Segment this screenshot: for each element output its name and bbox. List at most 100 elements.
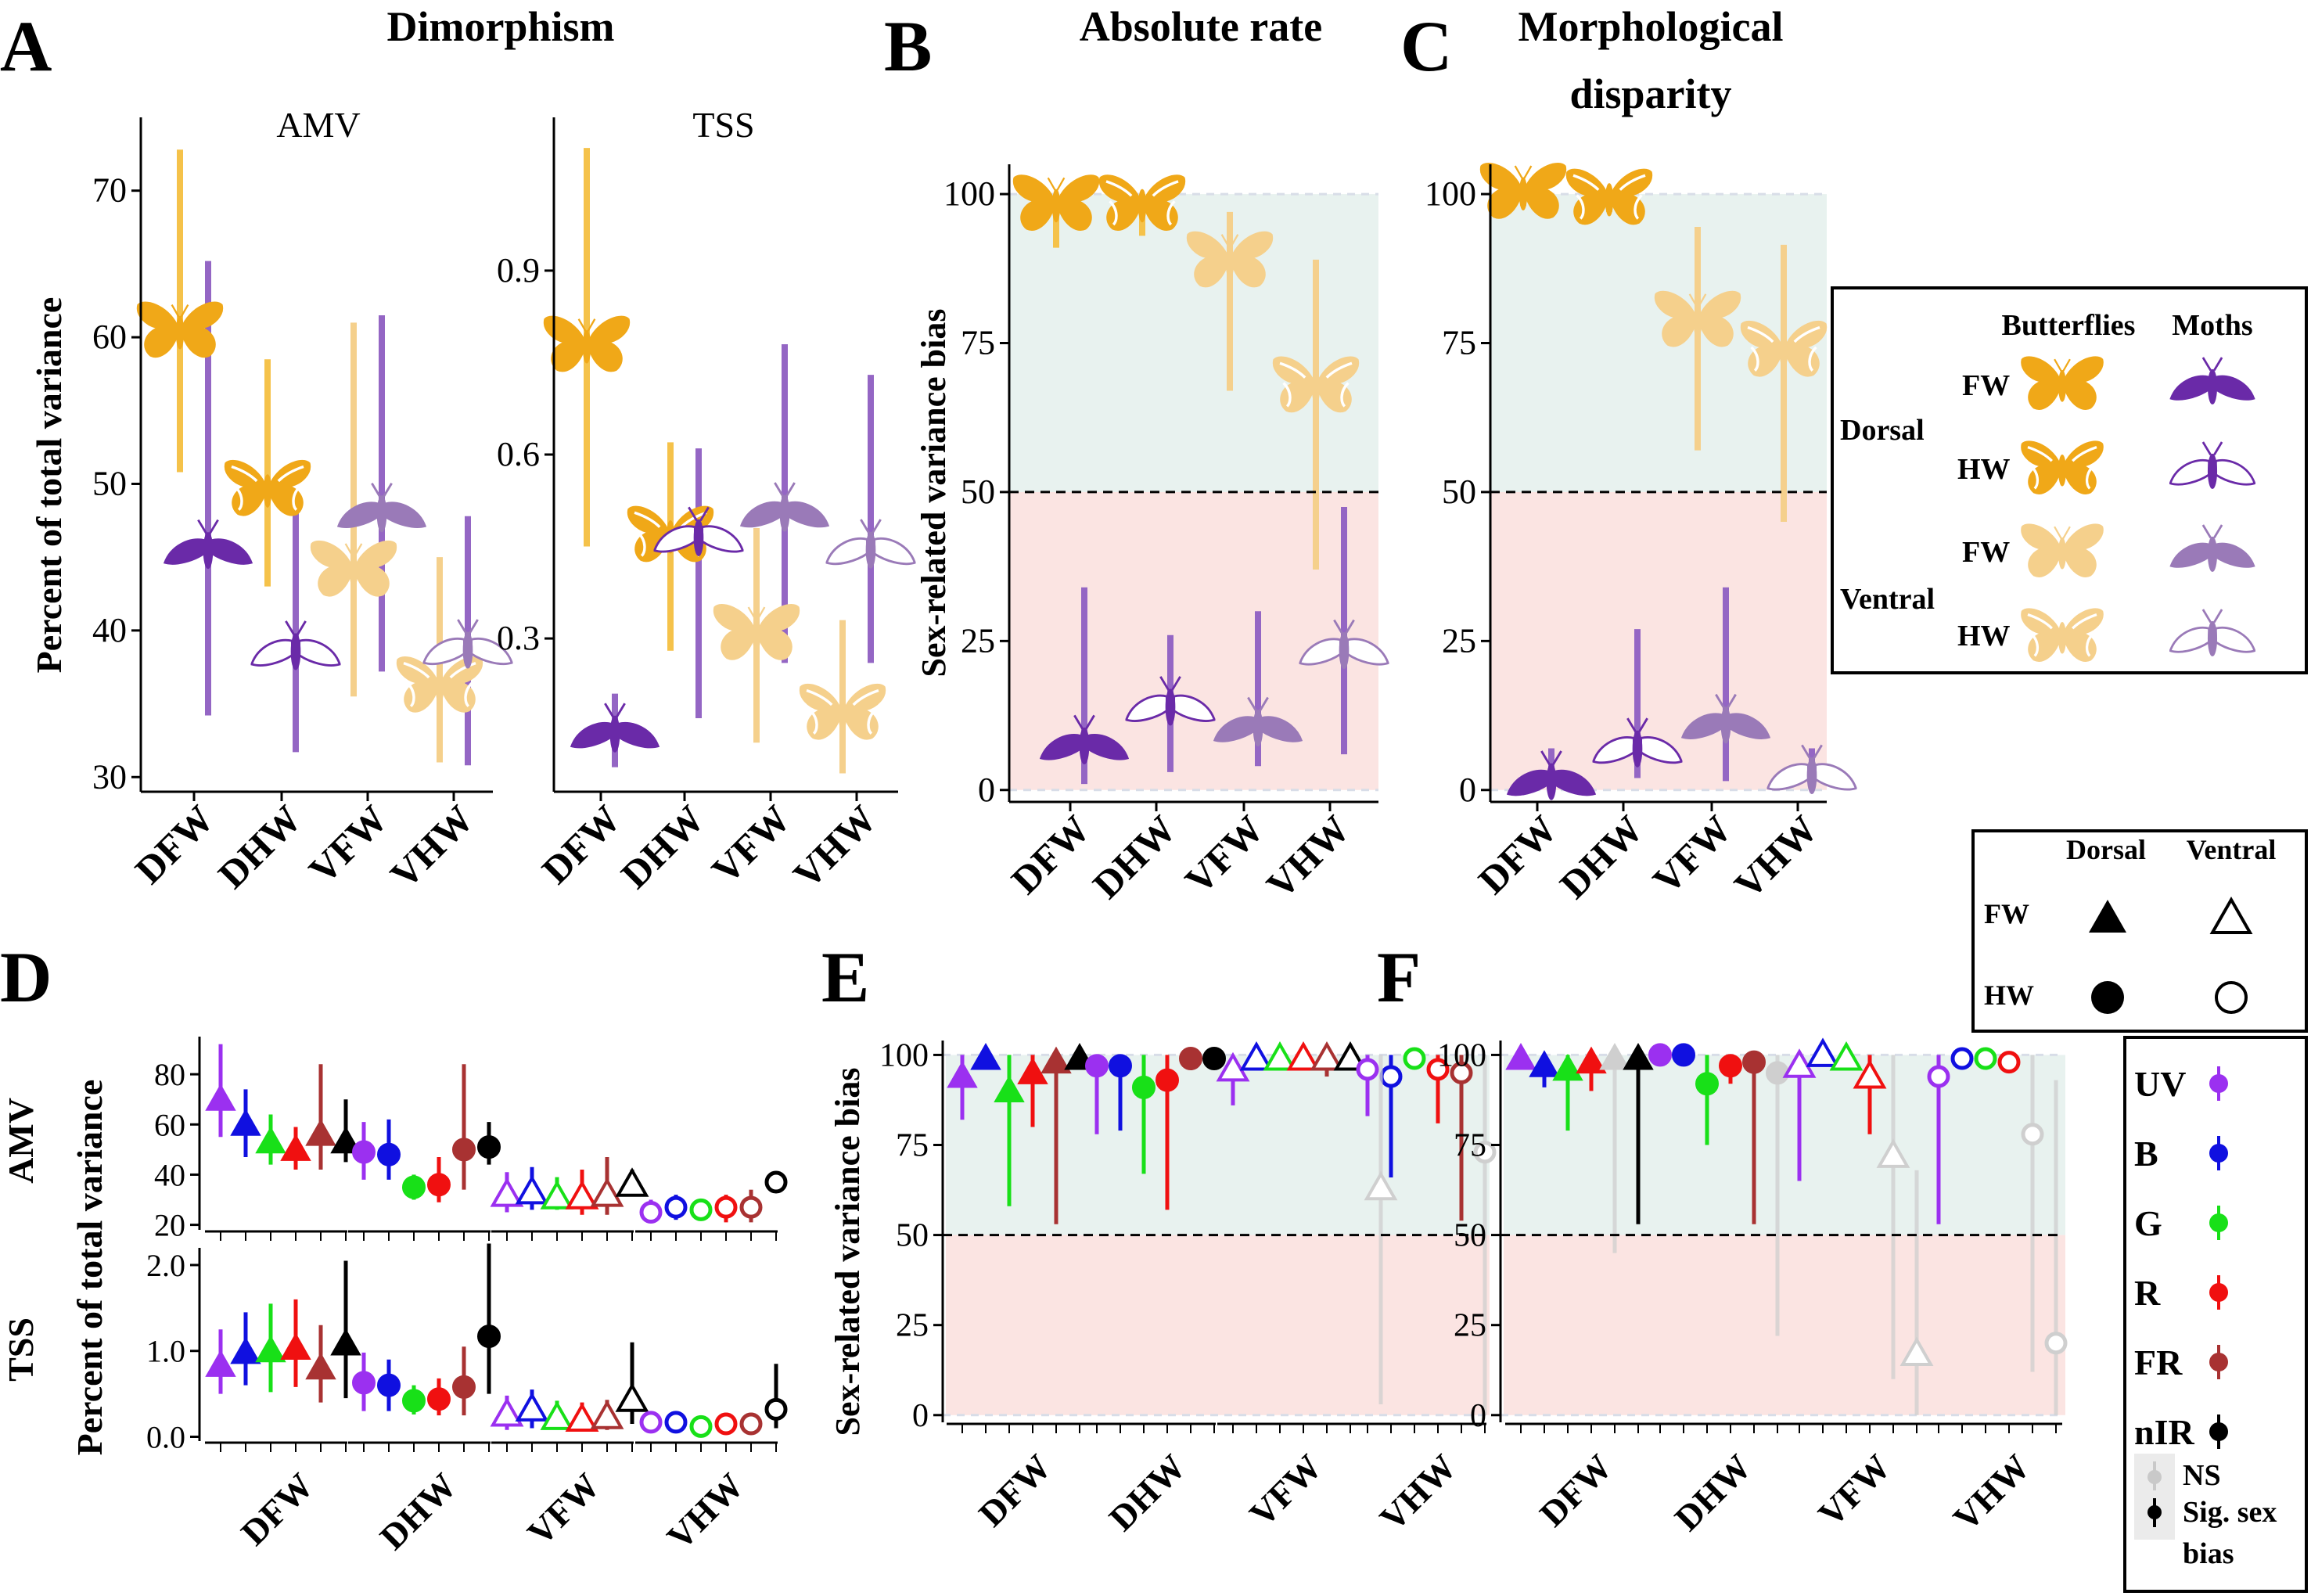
panel-title-b: Absolute rate — [1080, 3, 1322, 50]
legend-band-label-fr: FR — [2134, 1343, 2183, 1382]
panel-E-point-vhw-0 — [1356, 1058, 1379, 1081]
panel-E-point-dfw-4 — [1040, 1046, 1072, 1074]
panel-D-point-vfw-3 — [565, 1402, 599, 1432]
panel-D-point-dfw-0 — [205, 1350, 236, 1377]
panel-E-point-dhw-1 — [1109, 1054, 1132, 1078]
panel-E-y-tick-label: 75 — [896, 1128, 929, 1164]
legend-shape-ventral: Ventral — [2187, 834, 2277, 865]
panel-b-ylabel: Sex-related variance bias — [915, 309, 953, 678]
panel-F-point-dfw-1 — [1529, 1050, 1560, 1077]
panel-D-y-tick-label: 0.0 — [146, 1420, 185, 1455]
panel-D-point-vhw-0 — [639, 1411, 663, 1434]
panel-d-amv-subtitle: AMV — [1, 1098, 41, 1184]
panel-F-point-vfw-2 — [1829, 1041, 1864, 1071]
panel-F-point-dfw-3 — [1576, 1046, 1607, 1074]
legend-band-dot-icon-r — [2209, 1283, 2228, 1302]
panel-C-butterfly-icon-dhw — [1565, 167, 1654, 226]
panel-e-ylabel: Sex-related variance bias — [828, 1068, 867, 1436]
panel-D-point-dfw-2 — [255, 1126, 286, 1154]
panel-D-point-dfw-2 — [255, 1335, 286, 1363]
panel-D-point-dhw-1 — [377, 1373, 401, 1397]
panel-D-y-tick-label: 40 — [154, 1157, 185, 1192]
panel-B-x-label-vfw: VFW — [1177, 807, 1272, 902]
panel-A-x-label-vfw: VFW — [300, 796, 396, 892]
panel-D-point-vfw-5 — [615, 1167, 649, 1197]
legend-top-dorsal-fw: FW — [1962, 369, 2010, 402]
panel-E-extra-ns-point-0 — [1364, 1170, 1398, 1201]
panel-D-point-vhw-2 — [689, 1198, 713, 1221]
panel-D-point-dfw-5 — [330, 1126, 361, 1154]
panel-F-y-tick-label: 100 — [1437, 1037, 1486, 1073]
panel-D-y-tick-label: 60 — [154, 1107, 185, 1142]
panel-d-tss-subtitle: TSS — [1, 1317, 41, 1382]
panel-F-point-dfw-0 — [1505, 1043, 1536, 1070]
legend-shape-hw: HW — [1984, 980, 2034, 1011]
panel-F-point-vhw-4 — [2021, 1123, 2044, 1146]
panel-E-y-tick-label: 100 — [879, 1037, 929, 1073]
panel-E-point-vfw-4 — [1310, 1041, 1344, 1071]
panel-D-point-vfw-5 — [615, 1382, 649, 1412]
panel-B-butterfly-icon-dhw — [1098, 174, 1187, 232]
panel-F-x-label-vfw: VFW — [1810, 1447, 1898, 1534]
panel-B-y2-tick-label: 50 — [961, 473, 995, 511]
legend-ns-dot-icon — [2147, 1470, 2162, 1484]
panel-F-point-dhw-0 — [1648, 1043, 1672, 1067]
panel-E-y-tick-label: 25 — [896, 1308, 929, 1344]
panel-D-point-vhw-4 — [739, 1195, 763, 1219]
panel-F-point-dfw-2 — [1552, 1053, 1583, 1081]
legend-band-dot-icon-fr — [2209, 1353, 2228, 1371]
panel-title-a: Dimorphism — [386, 3, 614, 50]
panel-D-x-label-vfw: VFW — [519, 1465, 607, 1553]
panel-E-point-dhw-0 — [1085, 1054, 1109, 1078]
panel-A-y0-tick-label: 30 — [92, 757, 127, 796]
legend-shape-dorsal: Dorsal — [2066, 834, 2146, 865]
panel-D-point-dfw-4 — [305, 1352, 336, 1380]
legend-wing-type: Butterflies Moths Dorsal Ventral FW HW F… — [1831, 286, 2308, 674]
panel-E-point-vfw-0 — [1216, 1051, 1250, 1082]
panel-D-point-dfw-5 — [330, 1328, 361, 1356]
panel-E-point-vfw-5 — [1333, 1041, 1368, 1071]
panel-C-y3-tick-label: 0 — [1459, 771, 1476, 809]
panel-E-point-vhw-5 — [1473, 1141, 1497, 1164]
panel-F-point-dhw-1 — [1672, 1043, 1695, 1067]
panel-d-ylabel: Percent of total variance — [70, 1080, 110, 1456]
panel-B-y2-tick-label: 75 — [961, 324, 995, 362]
panel-E-point-dhw-3 — [1156, 1068, 1179, 1092]
panel-D-point-dhw-0 — [352, 1371, 376, 1395]
panel-D-point-dfw-1 — [230, 1336, 261, 1364]
panel-A-x-label-dfw: DFW — [127, 796, 222, 892]
panel-B-y2-tick-label: 25 — [961, 621, 995, 660]
panel-E-point-vfw-2 — [1263, 1041, 1297, 1071]
legend-top-ventral-hw: HW — [1957, 620, 2011, 652]
legend-band-dot-icon-nir — [2209, 1422, 2228, 1441]
panel-E-point-dfw-0 — [947, 1061, 978, 1088]
panel-D-point-dhw-3 — [427, 1173, 451, 1197]
panel-A-y0-tick-label: 70 — [92, 171, 127, 210]
panel-F-y-tick-label: 50 — [1454, 1218, 1486, 1254]
panel-F-point-vhw-5 — [2044, 1332, 2068, 1355]
panel-B-x-label-dfw: DFW — [1003, 807, 1098, 902]
panel-letter-e: E — [821, 937, 869, 1017]
panel-C-y3-tick-label: 75 — [1442, 324, 1476, 362]
legend-open-circle-icon — [2215, 981, 2248, 1014]
panel-D-point-vfw-1 — [515, 1392, 549, 1422]
panel-letter-f: F — [1377, 937, 1421, 1017]
panel-E-above-band — [946, 1055, 1490, 1235]
panel-F-point-vfw-4 — [1876, 1138, 1910, 1168]
panel-D-point-vhw-0 — [639, 1201, 663, 1224]
panel-D-point-dfw-4 — [305, 1119, 336, 1146]
panel-D-point-dhw-2 — [402, 1389, 426, 1413]
panel-D-point-vhw-5 — [764, 1170, 788, 1194]
panel-C-y3-tick-label: 50 — [1442, 473, 1476, 511]
legend-sig-label-line1: Sig. sex — [2183, 1496, 2277, 1529]
panel-F-point-vfw-5 — [1899, 1336, 1934, 1367]
legend-top-moths: Moths — [2172, 309, 2252, 342]
panel-D-y-tick-label: 2.0 — [146, 1248, 185, 1283]
panel-E-point-dfw-2 — [994, 1075, 1025, 1102]
panel-D-point-dfw-0 — [205, 1084, 236, 1111]
panel-E-x-label-vhw: VHW — [1372, 1447, 1464, 1538]
panel-D-point-vfw-2 — [540, 1180, 574, 1210]
legend-top-dorsal-hw: HW — [1957, 453, 2011, 486]
panel-F-point-vhw-0 — [1927, 1065, 1950, 1088]
panel-D-point-dhw-1 — [377, 1142, 401, 1166]
